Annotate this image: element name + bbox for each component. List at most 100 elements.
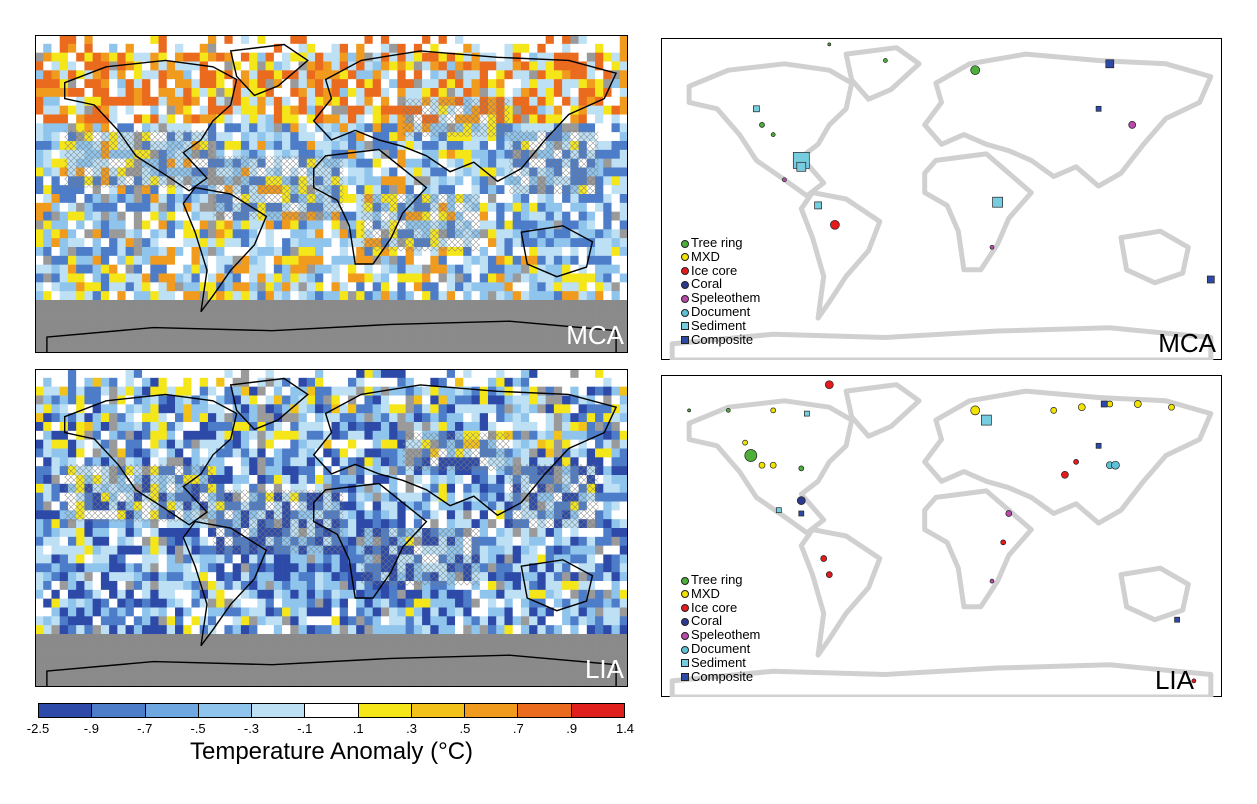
coastline-south-america: [798, 527, 883, 658]
colorbar-title: Temperature Anomaly (°C): [189, 738, 474, 765]
colorbar-tick: -.9: [83, 721, 99, 736]
legend-symbol-composite: [681, 673, 689, 682]
coastline-europe-asia: [312, 50, 618, 183]
legend-symbol-sediment: [681, 659, 689, 668]
proxy-site-sediment: [753, 105, 760, 113]
proxy-site-ice-core: [820, 555, 828, 562]
proxy-site-sediment: [804, 410, 810, 417]
legend-symbol-tree-ring: [681, 239, 689, 248]
mca-proxy-sites: [661, 38, 1222, 360]
colorbar-tick: -.5: [190, 721, 206, 736]
colorbar-tick: .1: [352, 721, 364, 736]
coastline-europe-asia: [922, 51, 1214, 189]
legend-label: Ice core: [691, 599, 738, 615]
legend-label: Composite: [691, 331, 754, 347]
coastline-greenland: [229, 43, 309, 97]
mca-proxy-label: MCA: [1158, 328, 1216, 358]
proxy-site-tree-ring: [883, 58, 888, 63]
legend-symbol-sediment: [681, 322, 689, 331]
legend-symbol-speleothem: [681, 631, 689, 640]
legend-item-composite: Composite: [681, 331, 760, 347]
lia-temperature-label: LIA: [584, 654, 624, 684]
coastline-africa: [313, 482, 428, 599]
coastline-africa: [313, 148, 428, 265]
legend-symbol-tree-ring: [681, 576, 689, 585]
colorbar-swatch: [518, 704, 572, 717]
proxy-site-mxd: [1168, 403, 1175, 411]
colorbar-tick: 1.4: [615, 721, 635, 736]
legend-symbol-mxd: [681, 253, 689, 262]
legend-item-mxd: MXD: [681, 586, 760, 601]
mca-proxy-legend: Tree ring MXD Ice core Coral Speleothem Docum…: [681, 236, 760, 346]
proxy-site-tree-ring: [687, 408, 691, 413]
coastline-north-america: [64, 393, 238, 526]
temperature-colorbar: [38, 703, 625, 718]
proxy-site-mxd: [742, 439, 748, 446]
colorbar-swatch: [358, 704, 412, 717]
proxy-site-composite: [1095, 105, 1102, 112]
legend-item-mxd: MXD: [681, 248, 760, 264]
coastline-australia: [520, 559, 594, 612]
map-frame: [35, 35, 628, 353]
proxy-site-ice-core: [830, 219, 840, 230]
legend-label: MXD: [691, 248, 720, 264]
proxy-site-document: [1111, 460, 1120, 470]
legend-item-ice-core: Ice core: [681, 263, 760, 278]
legend-symbol-composite: [681, 336, 689, 345]
significance-hatching: [402, 98, 510, 137]
lia-proxy-map: Tree ring MXD Ice core Coral Speleothem Docum…: [661, 375, 1222, 697]
proxy-site-ice-core: [1191, 678, 1197, 684]
coastline-australia: [1118, 228, 1191, 286]
legend-label: Sediment: [691, 654, 746, 670]
proxy-site-speleothem: [989, 578, 995, 584]
proxy-site-mxd: [1050, 407, 1058, 414]
proxy-site-ice-core: [824, 380, 834, 390]
lia-proxy-label: LIA: [1154, 665, 1194, 695]
proxy-site-composite: [1105, 59, 1115, 69]
proxy-site-mxd: [1133, 400, 1142, 408]
coastline-north-america: [64, 59, 238, 192]
coastline-south-america: [182, 520, 268, 647]
coastline-antarctica: [669, 662, 1214, 697]
significance-hatching: [64, 130, 213, 188]
legend-label: Document: [691, 303, 751, 319]
proxy-site-tree-ring: [798, 465, 805, 472]
legend-label: Coral: [691, 613, 723, 629]
proxy-site-mxd: [1077, 403, 1086, 412]
legend-symbol-document: [681, 308, 689, 317]
proxy-site-speleothem: [1005, 510, 1013, 517]
coastline-south-america: [798, 190, 883, 321]
colorbar-swatch: [571, 704, 624, 717]
significance-hatching: [402, 432, 510, 471]
proxy-site-tree-ring: [744, 449, 758, 462]
legend-item-speleothem: Speleothem: [681, 291, 760, 305]
proxy-site-composite: [1095, 442, 1102, 449]
proxy-site-composite: [1206, 275, 1215, 284]
proxy-site-tree-ring: [725, 408, 731, 413]
significance-hatching: [212, 155, 344, 220]
mca-temperature-grid: [35, 35, 628, 353]
proxy-site-sediment: [775, 507, 782, 514]
proxy-site-speleothem: [989, 244, 995, 250]
colorbar-tick: -.7: [137, 721, 153, 736]
coastline-greenland: [229, 377, 309, 431]
coastline-greenland: [843, 45, 922, 102]
proxy-site-sediment: [981, 414, 992, 426]
legend-item-sediment: Sediment: [681, 318, 760, 333]
colorbar-swatch: [411, 704, 466, 717]
legend-label: Coral: [691, 276, 723, 292]
legend-item-tree-ring: Tree ring: [681, 236, 760, 250]
colorbar-swatch: [252, 704, 306, 717]
proxy-site-speleothem: [782, 177, 787, 183]
proxy-site-coral: [796, 496, 806, 505]
legend-item-tree-ring: Tree ring: [681, 573, 760, 587]
proxy-site-sediment: [992, 196, 1003, 208]
colorbar-tick: .3: [406, 721, 417, 736]
coastline-africa: [922, 151, 1034, 273]
map-frame: [661, 38, 1222, 360]
significance-hatching: [361, 528, 480, 586]
proxy-site-mxd: [1106, 400, 1114, 408]
legend-label: Composite: [691, 668, 754, 684]
mca-proxy-map: Tree ring MXD Ice core Coral Speleothem Docum…: [661, 38, 1222, 360]
legend-label: Document: [691, 640, 751, 656]
